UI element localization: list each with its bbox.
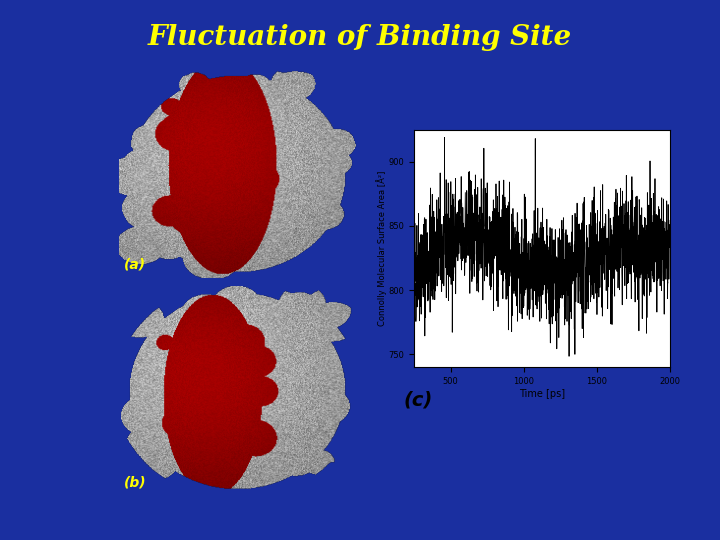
Text: (c): (c) [403,390,433,409]
Y-axis label: Connolly Molecular Surface Area [Å²]: Connolly Molecular Surface Area [Å²] [376,171,387,326]
X-axis label: Time [ps]: Time [ps] [518,389,565,399]
Text: (a): (a) [124,258,146,272]
Text: (b): (b) [124,475,147,489]
Text: Fluctuation of Binding Site: Fluctuation of Binding Site [148,24,572,51]
